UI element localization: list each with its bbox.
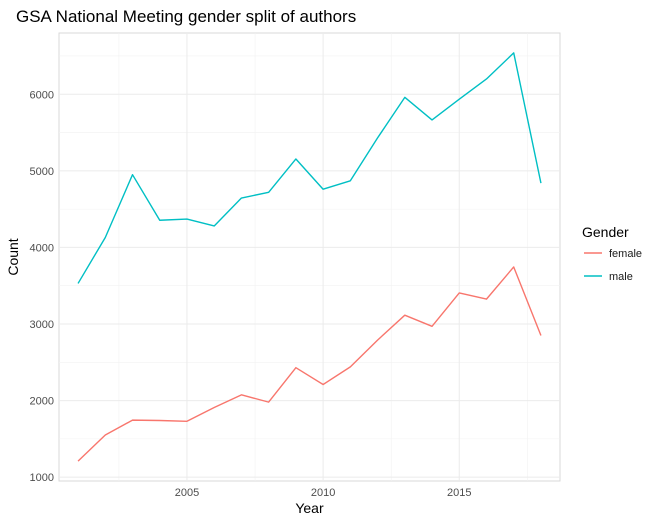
y-tick-label: 2000: [30, 396, 54, 408]
y-tick-label: 5000: [30, 166, 54, 178]
y-tick-label: 3000: [30, 319, 54, 331]
x-tick-label: 2015: [447, 487, 471, 499]
series-lines: [77, 52, 542, 462]
legend-label-female: female: [609, 248, 642, 260]
series-line-female: [77, 266, 542, 462]
plot-panel: [58, 32, 561, 482]
chart-title: GSA National Meeting gender split of aut…: [16, 7, 356, 26]
y-axis-title: Count: [5, 238, 21, 275]
legend-title: Gender: [582, 224, 629, 240]
legend-item-female: female: [584, 248, 642, 260]
legend-items: female male: [584, 248, 642, 283]
x-axis-title: Year: [295, 500, 324, 516]
grid-minor: [59, 33, 560, 481]
x-tick-labels: 2005 2010 2015: [175, 487, 472, 499]
grid-major: [59, 33, 560, 481]
legend-label-male: male: [609, 271, 633, 283]
x-tick-label: 2010: [311, 487, 335, 499]
series-line-male: [77, 52, 542, 284]
y-tick-labels: 1000 2000 3000 4000 5000 6000: [30, 89, 54, 484]
legend: Gender female male: [582, 224, 642, 283]
x-tick-label: 2005: [175, 487, 199, 499]
y-tick-label: 1000: [30, 472, 54, 484]
y-tick-label: 6000: [30, 89, 54, 101]
y-tick-label: 4000: [30, 242, 54, 254]
legend-item-male: male: [584, 271, 633, 283]
